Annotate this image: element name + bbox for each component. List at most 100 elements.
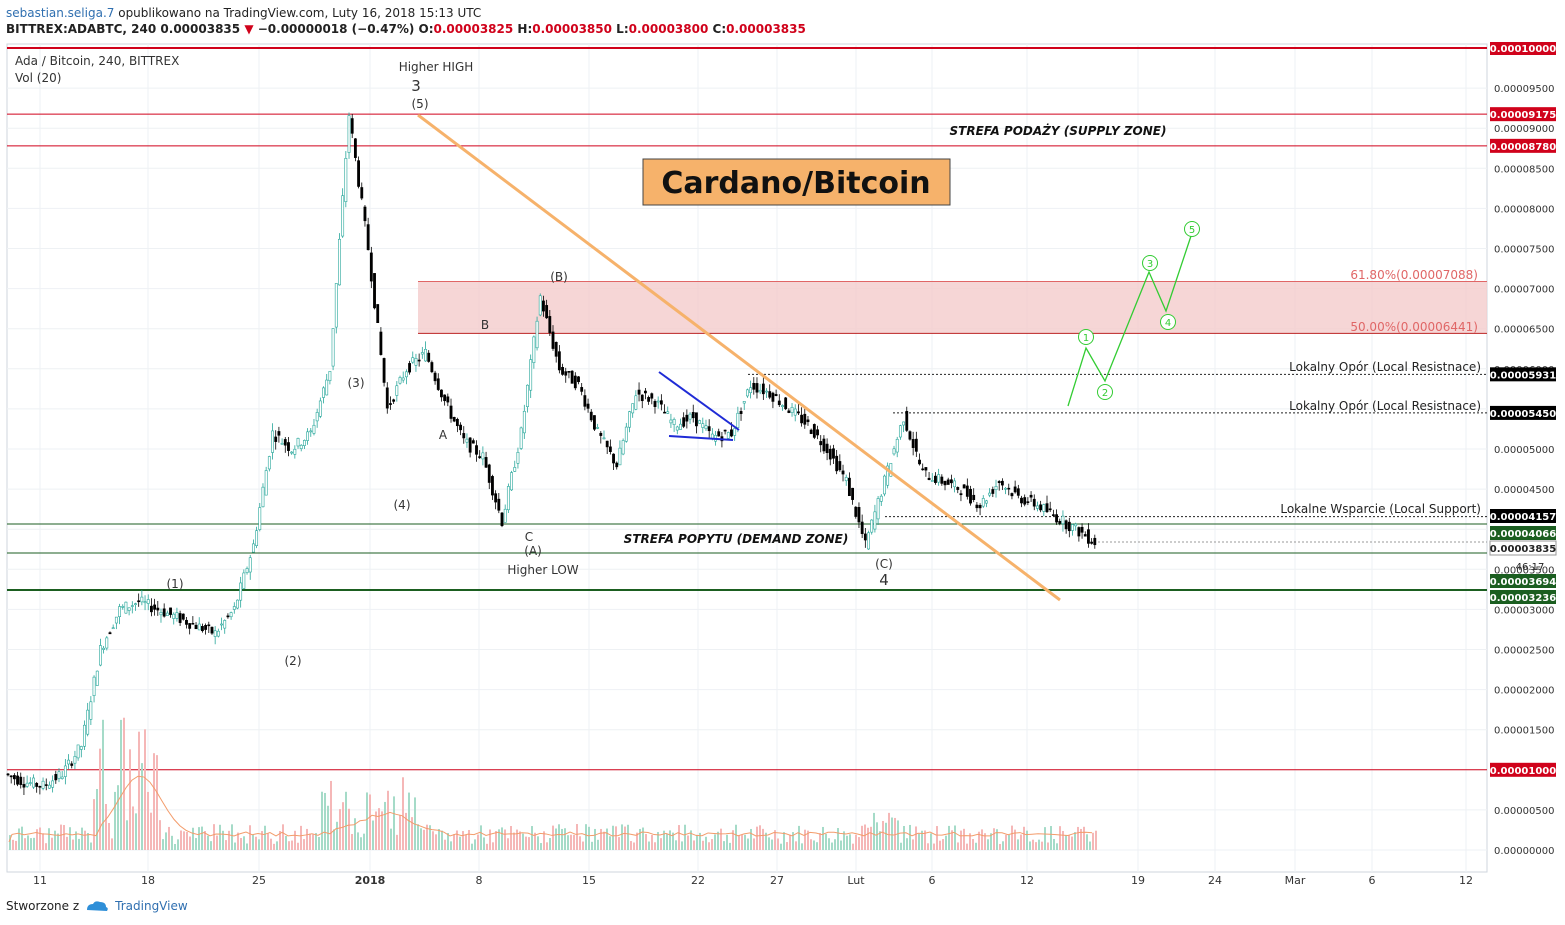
volume-bar — [420, 828, 422, 850]
volume-bar — [696, 834, 698, 850]
volume-bar — [96, 789, 98, 850]
volume-bar — [717, 831, 719, 850]
candle-body — [41, 780, 45, 789]
candle-body — [675, 426, 679, 431]
fib-zone — [418, 281, 1487, 334]
volume-bar — [384, 801, 386, 850]
volume-bar — [708, 842, 710, 850]
volume-bar — [936, 826, 938, 850]
candle-body — [640, 394, 644, 402]
candle-body — [137, 600, 141, 603]
candle-body — [838, 461, 842, 471]
candle-body — [92, 676, 96, 696]
volume-bar — [183, 831, 185, 850]
volume-bar — [354, 818, 356, 850]
candle-body — [717, 431, 721, 437]
candle-body — [644, 390, 647, 394]
volume-bar — [552, 825, 554, 850]
volume-bar — [870, 826, 872, 850]
candle-body — [318, 400, 322, 417]
volume-bar — [537, 836, 539, 850]
volume-bar — [984, 833, 986, 850]
local-resistance-label-2: Lokalny Opór (Local Resistnace) — [1289, 399, 1481, 413]
volume-bar — [465, 834, 467, 850]
volume-bar — [798, 825, 800, 850]
volume-bar — [303, 839, 305, 850]
volume-bar — [126, 820, 128, 850]
fib-50-label: 50.00%(0.00006441) — [1350, 320, 1478, 334]
volume-bar — [207, 835, 209, 850]
publish-info: sebastian.seliga.7 opublikowano na Tradi… — [6, 6, 481, 20]
y-tick-label: 0.00002500 — [1494, 646, 1554, 657]
volume-bar — [933, 843, 935, 850]
volume-bar — [720, 828, 722, 850]
candle-body — [229, 612, 233, 618]
candle-body — [478, 456, 482, 459]
volume-bar — [915, 826, 917, 850]
candle-body — [398, 377, 402, 384]
volume-bar — [729, 842, 731, 850]
x-tick-label: 22 — [691, 874, 705, 887]
volume-bar — [618, 837, 620, 850]
candle-body — [86, 709, 90, 735]
volume-bar — [789, 834, 791, 850]
high-label: H: — [517, 22, 533, 36]
candle-body — [73, 756, 77, 764]
x-tick-label: 2018 — [355, 874, 386, 887]
volume-bar — [180, 830, 182, 850]
tradingview-link[interactable]: TradingView — [115, 899, 188, 913]
candle-body — [1023, 497, 1027, 505]
candle-body — [389, 403, 392, 405]
volume-bar — [1023, 826, 1025, 850]
price-badge — [1490, 509, 1556, 523]
candle-body — [331, 328, 335, 367]
volume-bar — [198, 827, 200, 850]
candle-body — [781, 405, 784, 407]
volume-bar — [285, 835, 287, 850]
volume-bar — [1074, 832, 1076, 850]
candle-body — [440, 389, 443, 398]
candle-body — [376, 304, 380, 324]
fib-zone-rect — [418, 281, 1487, 334]
candle-body — [927, 477, 931, 480]
volume-bar — [87, 833, 89, 850]
volume-bar — [849, 834, 851, 850]
volume-bar — [507, 838, 509, 850]
candle-body — [51, 780, 55, 788]
candle-body — [991, 489, 995, 494]
y-tick-label: 0.00009000 — [1494, 124, 1554, 135]
candle-body — [608, 446, 612, 452]
candle-body — [1036, 505, 1039, 509]
price-axis[interactable]: 0.00009500 0.00009000 0.00008500 0.00008000… — [1489, 41, 1557, 857]
volume-bar — [333, 829, 335, 850]
volume-bar — [939, 840, 941, 850]
author-link[interactable]: sebastian.seliga.7 — [6, 6, 115, 20]
candle-body — [742, 401, 746, 404]
candle-body — [22, 784, 26, 788]
candle-body — [847, 477, 851, 497]
volume-bar — [549, 838, 551, 850]
candle-body — [251, 543, 255, 553]
candle-body — [143, 601, 147, 604]
candle-body — [978, 505, 982, 509]
volume-bar — [18, 828, 20, 850]
candle-body — [994, 486, 998, 491]
candle-body — [89, 701, 93, 720]
volume-bar — [816, 842, 818, 850]
volume-bar — [1044, 827, 1046, 850]
candle-body — [468, 437, 472, 453]
price-badge — [1490, 138, 1556, 153]
y-tick-label: 0.00002000 — [1494, 686, 1554, 697]
candle-body — [309, 430, 313, 433]
volume-bar — [828, 838, 830, 850]
time-axis[interactable]: 11 18 25 2018 8 15 22 27 Lut 6 12 19 24 Mar 6 12 — [33, 874, 1473, 887]
candle-body — [905, 410, 909, 431]
volume-bar — [213, 824, 215, 850]
price-badge-label: 0.00001000 — [1490, 766, 1556, 777]
volume-bar — [825, 833, 827, 850]
volume-bar — [450, 841, 452, 850]
candle-body — [306, 431, 310, 441]
price-badge-label: 0.00004157 — [1490, 512, 1556, 523]
